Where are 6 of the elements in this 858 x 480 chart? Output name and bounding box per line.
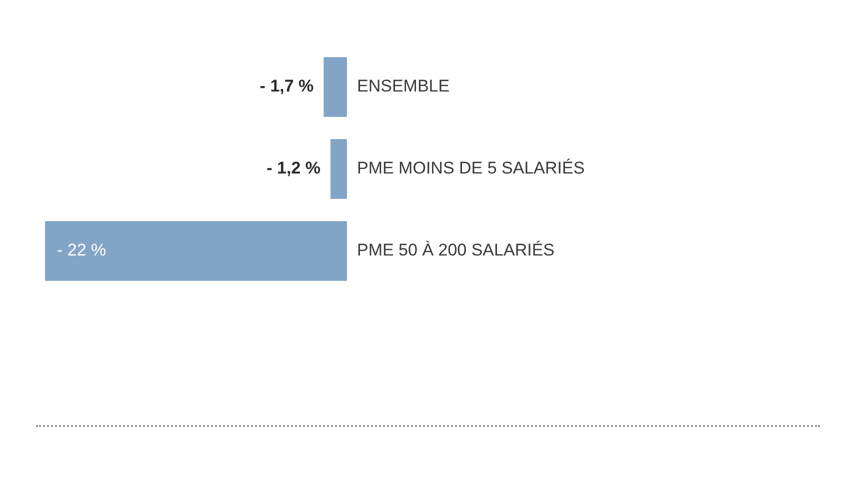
- y-tick-label: PME MOINS DE 5 SALARIÉS: [357, 158, 585, 178]
- y-tick-label: ENSEMBLE: [357, 76, 450, 96]
- data-label: - 1,2 %: [266, 158, 321, 178]
- y-tick-label: PME 50 À 200 SALARIÉS: [357, 240, 554, 260]
- data-label: - 22 %: [57, 240, 106, 260]
- data-label: - 1,7 %: [260, 76, 314, 96]
